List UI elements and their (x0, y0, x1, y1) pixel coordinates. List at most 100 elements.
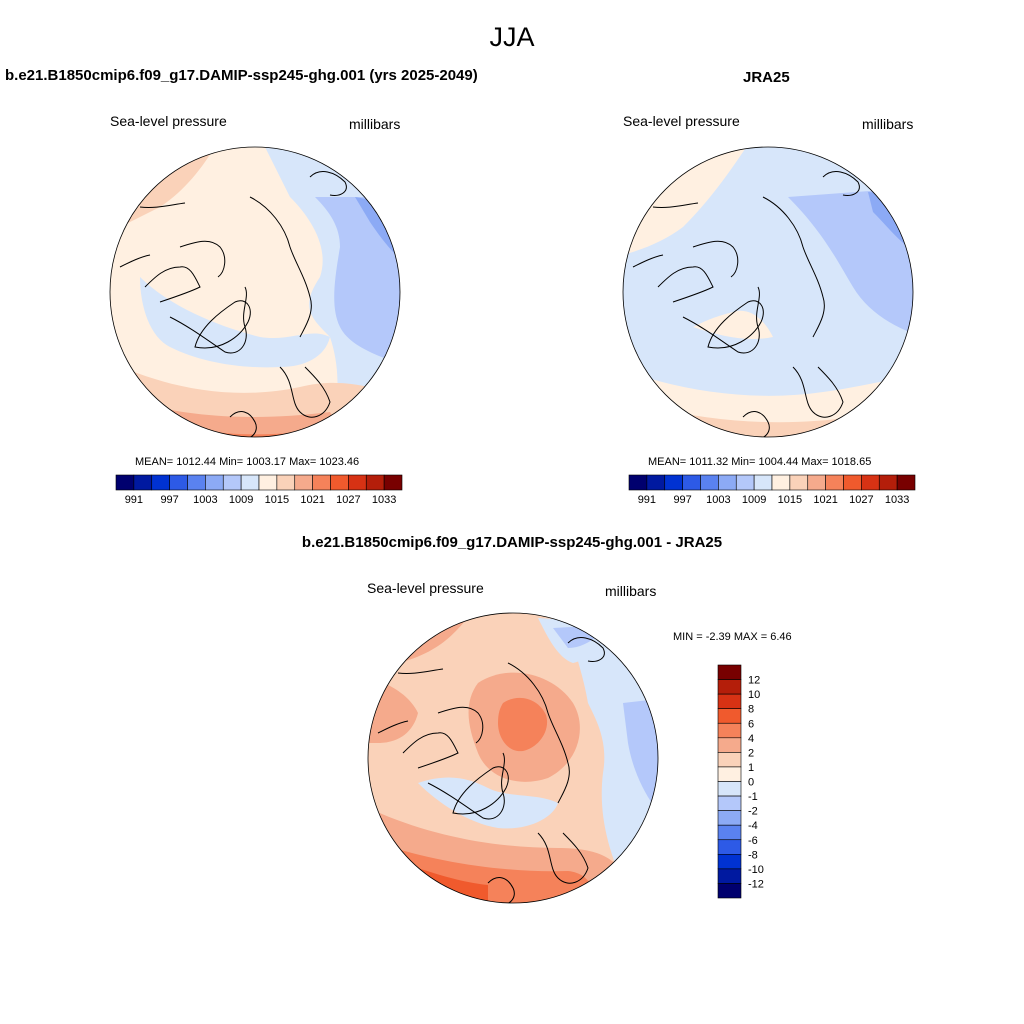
right-polar-map (622, 146, 914, 438)
diff-slp-field (368, 613, 658, 903)
left-colorbar-tick-label: 1003 (193, 494, 217, 506)
diff-colorbar-tick-label: 4 (748, 733, 754, 745)
diff-colorbar-swatch (717, 810, 742, 826)
diff-colorbar-swatch (717, 679, 742, 695)
left-colorbar-tick-label: 1027 (336, 494, 360, 506)
left-polar-map (109, 146, 401, 438)
left-colorbar-swatch (133, 474, 153, 491)
right-colorbar-swatch (843, 474, 862, 491)
diff-colorbar-tick-label: -12 (748, 878, 764, 890)
right-colorbar-swatch (628, 474, 648, 491)
left-coastlines (119, 171, 347, 437)
left-map-border (109, 146, 401, 438)
left-variable-label: Sea-level pressure (110, 113, 227, 129)
left-colorbar-tick-label: 997 (160, 494, 178, 506)
right-colorbar-swatch (700, 474, 719, 491)
left-colorbar-swatch (205, 474, 224, 491)
right-colorbar-tick-label: 1003 (706, 494, 730, 506)
right-colorbar-tick-label: 997 (673, 494, 691, 506)
diff-colorbar-tick-label: 0 (748, 777, 754, 789)
left-colorbar-swatch (222, 474, 242, 491)
diff-colorbar-swatch (717, 854, 742, 870)
right-colorbar-tick-label: 1033 (885, 494, 909, 506)
diff-colorbar-tick-label: -10 (748, 864, 764, 876)
right-units-label: millibars (862, 116, 914, 132)
left-colorbar-tick-label: 1009 (229, 494, 253, 506)
diff-colorbar-swatch (717, 795, 742, 811)
left-colorbar-tick-label: 1021 (300, 494, 324, 506)
right-colorbar-swatch (646, 474, 666, 491)
left-colorbar-swatch (187, 474, 206, 491)
right-panel-title: JRA25 (743, 69, 790, 86)
left-colorbar-tick-label: 1015 (265, 494, 289, 506)
right-colorbar-tick-label: 1021 (813, 494, 837, 506)
right-colorbar-tick-label: 991 (638, 494, 656, 506)
right-map-border (622, 146, 914, 438)
diff-colorbar-swatch (717, 693, 742, 709)
diff-units-label: millibars (605, 583, 657, 599)
diff-colorbar-tick-label: 8 (748, 704, 754, 716)
right-colorbar-tick-label: 1027 (849, 494, 873, 506)
diff-colorbar-swatch (717, 752, 742, 768)
left-colorbar-swatch (276, 474, 296, 491)
right-slp-field (623, 147, 913, 437)
diff-polar-map (367, 612, 659, 904)
right-colorbar-swatch (771, 474, 791, 491)
diff-colorbar-tick-label: -2 (748, 806, 758, 818)
figure-season-title: JJA (489, 22, 535, 52)
diff-colorbar-swatch (717, 766, 742, 782)
diff-coastlines (377, 637, 605, 903)
diff-colorbar-swatch (717, 868, 742, 884)
diff-colorbar-swatch (717, 883, 742, 899)
right-colorbar-swatch (718, 474, 737, 491)
left-stats: MEAN= 1012.44 Min= 1003.17 Max= 1023.46 (135, 456, 360, 468)
right-colorbar-tick-label: 1009 (742, 494, 766, 506)
diff-panel-title: b.e21.B1850cmip6.f09_g17.DAMIP-ssp245-gh… (301, 534, 723, 551)
diff-colorbar-swatch (717, 839, 742, 855)
diff-colorbar-tick-label: -4 (748, 820, 758, 832)
left-colorbar-swatch (294, 474, 313, 491)
right-coastlines (632, 171, 860, 437)
diff-colorbar-tick-label: 12 (748, 675, 760, 687)
left-colorbar-swatch (169, 474, 188, 491)
left-slp-field (110, 147, 400, 437)
left-colorbar-swatch (240, 474, 260, 491)
diff-colorbar-swatch (717, 824, 742, 841)
right-colorbar-swatch (861, 474, 880, 491)
left-colorbar-swatch (365, 474, 385, 491)
right-variable-label: Sea-level pressure (623, 113, 740, 129)
diff-colorbar-tick-label: -8 (748, 849, 758, 861)
right-colorbar-swatch (735, 474, 755, 491)
diff-colorbar-tick-label: -6 (748, 835, 758, 847)
right-colorbar-swatch (682, 474, 701, 491)
left-colorbar-swatch (383, 474, 403, 491)
diff-colorbar-tick-label: 1 (748, 762, 754, 774)
right-colorbar-swatch (896, 474, 916, 491)
diff-colorbar-swatch (717, 708, 742, 724)
right-colorbar-swatch (664, 474, 683, 491)
right-colorbar-swatch (878, 474, 898, 491)
diff-minmax: MIN = -2.39 MAX = 6.46 (673, 631, 792, 643)
left-colorbar-swatch (115, 474, 135, 491)
left-colorbar-swatch (330, 474, 349, 491)
left-colorbar-swatch (258, 474, 278, 491)
diff-colorbar-swatch (717, 722, 742, 739)
right-colorbar-swatch (753, 474, 773, 491)
left-units-label: millibars (349, 116, 401, 132)
diff-map-border (367, 612, 659, 904)
left-colorbar-tick-label: 991 (125, 494, 143, 506)
diff-colorbar-swatch (717, 737, 742, 753)
diff-colorbar-tick-label: -1 (748, 791, 758, 803)
right-colorbar: 991 997 1003 1009 1015 1021 1027 1033 (628, 474, 916, 506)
diff-variable-label: Sea-level pressure (367, 580, 484, 596)
left-panel-title: b.e21.B1850cmip6.f09_g17.DAMIP-ssp245-gh… (5, 67, 478, 84)
right-colorbar-tick-label: 1015 (778, 494, 802, 506)
right-colorbar-swatch (789, 474, 809, 491)
diff-colorbar-swatch (717, 664, 742, 680)
right-colorbar-swatch (807, 474, 826, 491)
diff-colorbar-swatch (717, 781, 742, 797)
left-colorbar: 991 997 1003 1009 1015 1021 1027 1033 (115, 474, 403, 506)
left-colorbar-tick-label: 1033 (372, 494, 396, 506)
diff-colorbar-tick-label: 10 (748, 689, 760, 701)
